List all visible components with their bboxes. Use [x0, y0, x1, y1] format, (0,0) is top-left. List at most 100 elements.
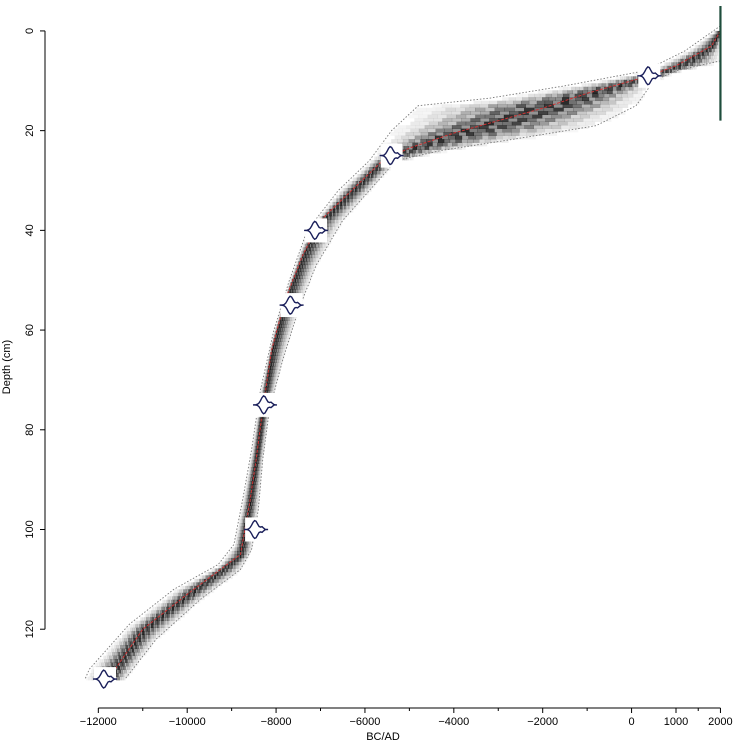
- density-cell: [406, 125, 417, 129]
- density-cell: [305, 247, 308, 252]
- density-cell: [261, 439, 262, 444]
- density-cell: [516, 93, 523, 98]
- density-cell: [352, 187, 354, 192]
- density-cell: [162, 624, 166, 629]
- density-cell: [126, 648, 129, 653]
- density-cell: [155, 631, 158, 635]
- density-cell: [628, 76, 632, 81]
- density-cell: [478, 104, 489, 109]
- density-cell: [428, 135, 436, 140]
- density-cell: [249, 484, 251, 489]
- density-cell: [269, 365, 271, 370]
- density-cell: [460, 111, 471, 115]
- density-cell: [528, 97, 536, 102]
- density-cell: [355, 201, 357, 206]
- density-cell: [329, 208, 331, 213]
- density-cell: [371, 163, 373, 168]
- density-cell: [291, 285, 293, 290]
- density-cell: [323, 247, 325, 252]
- density-cell: [311, 257, 313, 262]
- density-cell: [273, 345, 275, 349]
- density-cell: [130, 631, 134, 635]
- density-cell: [342, 201, 345, 206]
- density-cell: [255, 502, 257, 506]
- density-cell: [368, 167, 371, 171]
- density-cell: [346, 205, 349, 210]
- density-cell: [114, 655, 118, 660]
- density-cell: [508, 135, 516, 140]
- density-cell: [273, 372, 275, 377]
- density-cell: [401, 135, 409, 140]
- density-cell: [239, 523, 241, 527]
- density-cell: [311, 261, 313, 266]
- density-cell: [534, 132, 543, 136]
- density-cell: [360, 187, 363, 192]
- density-cell: [687, 58, 691, 63]
- density-cell: [344, 215, 346, 220]
- density-cell: [295, 285, 298, 290]
- density-cell: [278, 324, 280, 328]
- density-cell: [595, 97, 603, 102]
- density-cell: [270, 362, 272, 367]
- density-cell: [230, 561, 233, 566]
- density-cell: [326, 215, 328, 220]
- density-cell: [307, 254, 309, 259]
- density-cell: [256, 481, 258, 485]
- density-cell: [717, 34, 719, 39]
- density-cell: [240, 530, 242, 534]
- density-cell: [266, 365, 268, 370]
- density-cell: [271, 383, 273, 388]
- density-cell: [451, 118, 462, 122]
- density-cell: [622, 90, 628, 95]
- density-cell: [345, 194, 348, 199]
- density-cell: [254, 491, 256, 496]
- density-cell: [287, 324, 289, 328]
- density-cell: [234, 557, 236, 562]
- density-cell: [710, 51, 713, 56]
- density-cell: [374, 163, 377, 168]
- density-cell: [259, 442, 261, 447]
- density-cell: [709, 37, 711, 42]
- density-cell: [256, 435, 258, 440]
- density-cell: [638, 93, 645, 98]
- density-cell: [336, 198, 338, 203]
- density-cell: [254, 439, 256, 444]
- density-cell: [197, 585, 200, 590]
- density-cell: [286, 341, 288, 346]
- density-cell: [144, 634, 147, 639]
- density-cell: [238, 568, 241, 573]
- density-cell: [303, 257, 306, 262]
- density-cell: [451, 104, 461, 109]
- density-cell: [284, 341, 286, 346]
- density-cell: [260, 453, 262, 458]
- density-cell: [268, 376, 270, 381]
- density-cell: [251, 460, 253, 464]
- density-cell: [326, 212, 329, 217]
- density-cell: [663, 72, 666, 77]
- density-cell: [274, 338, 276, 342]
- density-cell: [328, 219, 331, 224]
- density-cell: [248, 484, 250, 489]
- density-cell: [347, 208, 350, 213]
- density-cell: [267, 365, 269, 370]
- density-cell: [135, 620, 139, 625]
- density-cell: [706, 37, 708, 42]
- density-cell: [384, 167, 386, 171]
- density-cell: [460, 125, 471, 129]
- density-cell: [155, 617, 158, 622]
- density-cell: [255, 498, 257, 503]
- density-cell: [496, 132, 505, 136]
- density-cell: [255, 449, 256, 454]
- density-cell: [153, 627, 156, 632]
- density-cell: [173, 592, 176, 597]
- density-cell: [249, 491, 251, 496]
- density-cell: [257, 495, 259, 499]
- density-cell: [288, 334, 290, 339]
- density-cell: [258, 446, 260, 451]
- density-cell: [261, 456, 263, 461]
- density-cell: [247, 481, 249, 485]
- density-cell: [202, 578, 205, 583]
- density-cell: [291, 275, 293, 280]
- density-cell: [247, 554, 250, 559]
